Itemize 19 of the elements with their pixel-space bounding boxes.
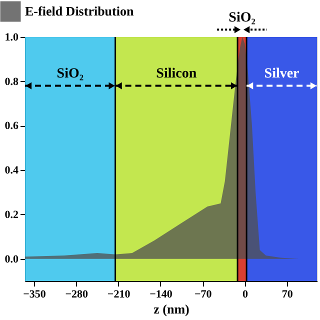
x-tick-label: −210	[107, 288, 131, 300]
band-label: Silver	[264, 66, 300, 82]
y-tick-label: 0.4	[4, 164, 19, 177]
x-tick-label: −280	[65, 288, 89, 300]
x-tick-label: −140	[150, 288, 173, 300]
y-tick-label: 0.8	[4, 76, 19, 88]
y-tick-label: 0.6	[4, 120, 19, 132]
x-tick-label: −350	[23, 288, 46, 300]
band-label: SiO₂	[56, 66, 84, 82]
y-tick-label: 0.0	[4, 253, 19, 266]
y-tick-label: 1.0	[4, 32, 19, 44]
legend-label: E-field Distribution	[25, 4, 134, 18]
x-tick-label: 0	[242, 288, 249, 300]
x-axis-title: z (nm)	[154, 302, 190, 316]
x-tick-label: 70	[282, 288, 294, 300]
band-label: Silicon	[156, 66, 197, 82]
y-tick-label: 0.2	[4, 208, 19, 221]
band-label: SiO₂	[228, 10, 256, 26]
x-tick-label: −70	[194, 288, 212, 300]
